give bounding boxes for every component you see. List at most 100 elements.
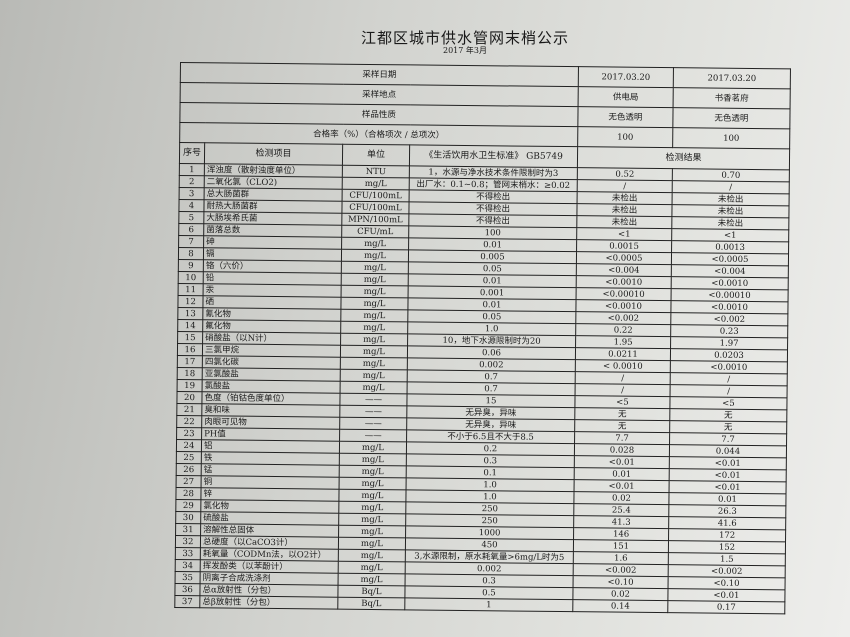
result-site-1: <0.10 [573,575,669,589]
meta-value: 无色透明 [577,106,674,128]
unit: CFU/mL [341,225,409,238]
result-site-1: 1.95 [575,335,671,349]
result-site-1: / [575,383,671,397]
unit: mg/L [340,357,408,370]
result-site-1: 0.02 [573,491,670,505]
row-no: 31 [175,523,201,536]
row-no: 5 [178,211,204,224]
unit: mg/L [339,465,407,478]
result-site-1: 0.14 [572,599,668,613]
unit: —— [339,393,408,406]
row-no: 20 [176,391,203,404]
result-site-1: / [577,179,673,193]
row-no: 1 [179,163,205,176]
row-no: 18 [177,367,203,380]
test-item: 总β放射性（分包） [199,595,338,610]
row-no: 21 [176,403,202,416]
result-site-1: 无 [574,407,670,421]
row-no: 16 [177,343,203,356]
result-site-2: 0.17 [667,600,785,614]
header-no: 序号 [179,142,205,164]
result-site-1: 0.52 [577,167,673,181]
meta-value: 无色透明 [672,107,791,129]
unit: mg/L [342,177,410,190]
unit: CFU/100mL [342,189,410,202]
row-no: 3 [179,187,205,200]
unit: Bq/L [337,585,406,598]
result-site-1: 7.7 [574,431,670,445]
row-no: 4 [178,199,205,212]
unit: NTU [342,165,410,178]
header-result: 检测结果 [577,146,790,170]
water-quality-table: 采样日期 2017.03.20 2017.03.20 采样地点 供电局 书香茗府… [174,62,791,614]
result-site-1: <5 [574,395,671,409]
row-no: 37 [174,595,200,608]
result-site-1: <0.0005 [576,251,672,265]
unit: —— [339,405,407,418]
unit: mg/L [338,573,406,586]
unit: MPN/100mL [341,213,409,226]
unit: mg/L [338,549,406,562]
result-site-1: 未检出 [576,203,673,217]
meta-value: 100 [672,127,790,149]
row-no: 11 [178,283,204,296]
unit: mg/L [338,489,407,502]
row-no: 19 [177,379,203,392]
unit: —— [339,429,407,442]
row-no: 13 [177,307,203,320]
unit: mg/L [339,477,407,490]
row-no: 30 [175,511,201,524]
result-site-1: <0.004 [576,263,672,277]
result-site-1: 1.6 [573,551,669,565]
row-no: 28 [175,487,202,500]
row-no: 6 [178,223,204,236]
unit: mg/L [340,381,408,394]
result-site-1: 0.0015 [576,239,672,253]
row-no: 23 [176,427,202,440]
row-no: 29 [175,499,201,512]
row-no: 2 [179,175,205,188]
unit: mg/L [338,561,406,574]
meta-value: 2017.03.20 [578,66,674,88]
unit: mg/L [338,537,406,550]
result-site-1: 0.01 [574,467,670,481]
row-no: 33 [175,547,201,560]
row-no: 32 [175,535,201,548]
meta-value: 供电局 [578,86,674,108]
result-site-1: <0.002 [573,563,669,577]
row-no: 12 [177,295,204,308]
result-site-1: 0.02 [572,587,669,601]
row-no: 24 [176,439,202,452]
unit: mg/L [339,453,407,466]
result-site-1: 未检出 [577,191,673,205]
header-unit: 单位 [342,144,410,166]
result-site-1: < 0.0010 [575,359,671,373]
unit: CFU/100mL [341,201,410,214]
unit: mg/L [339,441,407,454]
unit: mg/L [340,345,408,358]
result-site-1: <0.01 [574,455,670,469]
result-site-1: 0.22 [575,323,671,337]
document-date: 2017 年3月 [443,46,487,55]
unit: mg/L [340,297,409,310]
meta-value: 书香茗府 [673,87,791,109]
row-no: 25 [176,451,202,464]
result-site-1: <0.0010 [576,275,672,289]
result-site-1: <1 [576,227,672,241]
result-site-1: / [575,371,671,385]
result-site-1: 0.0211 [575,347,671,361]
row-no: 36 [174,583,201,596]
unit: mg/L [341,237,409,250]
row-no: 15 [177,331,203,344]
row-no: 9 [178,259,204,272]
row-no: 17 [177,355,203,368]
unit: mg/L [341,285,409,298]
result-site-1: 25.4 [573,503,669,517]
row-no: 34 [175,559,201,572]
unit: mg/L [341,261,409,274]
result-site-1: <0.0010 [575,299,672,313]
header-item: 检测项目 [204,142,343,166]
result-site-1: 41.3 [573,515,669,529]
row-no: 27 [176,475,202,488]
row-no: 10 [178,271,204,284]
